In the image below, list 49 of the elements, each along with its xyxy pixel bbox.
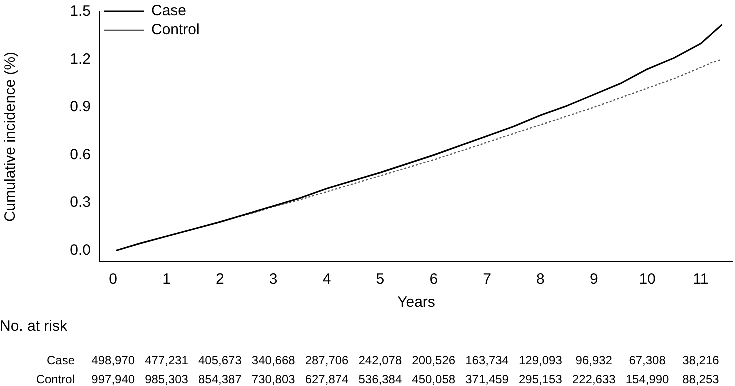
y-tick-label: 0.3 bbox=[70, 194, 91, 212]
text: 96,932 bbox=[576, 353, 613, 368]
x-tick-label: 4 bbox=[322, 271, 332, 288]
x-tick-label: 6 bbox=[430, 271, 438, 288]
x-tick-label: 8 bbox=[536, 271, 545, 288]
text: 129,093 bbox=[519, 353, 563, 368]
text: 295,153 bbox=[519, 372, 563, 386]
text: Control bbox=[36, 372, 75, 386]
x-tick-label: 2 bbox=[216, 271, 224, 288]
text: No. at risk bbox=[0, 318, 68, 336]
text: 498,970 bbox=[92, 353, 136, 368]
y-tick-label: 0.6 bbox=[70, 146, 91, 164]
text: 371,459 bbox=[466, 372, 510, 386]
text: 450,058 bbox=[412, 372, 456, 386]
text: 536,384 bbox=[358, 372, 402, 386]
text: 67,308 bbox=[629, 353, 666, 368]
x-tick-label: 3 bbox=[269, 271, 278, 288]
text: 730,803 bbox=[252, 372, 296, 386]
x-tick-label: 5 bbox=[376, 271, 385, 288]
x-tick-label: 1 bbox=[162, 271, 171, 288]
x-tick-label: 7 bbox=[483, 271, 492, 288]
text: 997,940 bbox=[92, 372, 136, 386]
text: 38,216 bbox=[682, 353, 720, 368]
y-tick-label: 1.2 bbox=[70, 50, 91, 68]
y-tick-label: 1.5 bbox=[70, 3, 91, 20]
text: 222,633 bbox=[572, 372, 616, 386]
x-tick-label: 10 bbox=[639, 271, 656, 288]
y-axis-title: Cumulative incidence (%) bbox=[2, 52, 20, 222]
y-tick-label: 0.9 bbox=[70, 98, 91, 116]
text: Case bbox=[46, 353, 76, 368]
text: 88,253 bbox=[682, 372, 720, 386]
text: 985,303 bbox=[145, 372, 189, 386]
text: 242,078 bbox=[358, 353, 402, 368]
text: 405,673 bbox=[198, 353, 242, 368]
x-axis-title: Years bbox=[398, 294, 436, 312]
text: 627,874 bbox=[305, 372, 350, 386]
legend-label: Control bbox=[152, 22, 200, 39]
x-tick-label: 11 bbox=[693, 271, 709, 288]
text: 340,668 bbox=[252, 353, 296, 368]
text: 854,387 bbox=[198, 372, 242, 386]
text: 287,706 bbox=[305, 353, 350, 368]
legend-label: Case bbox=[152, 2, 187, 20]
x-tick-label: 9 bbox=[590, 271, 598, 288]
text: 477,231 bbox=[145, 353, 189, 368]
y-tick-label: 0.0 bbox=[70, 242, 91, 259]
text: 163,734 bbox=[466, 353, 510, 368]
x-tick-label: 0 bbox=[109, 271, 118, 288]
text: 154,990 bbox=[626, 372, 670, 386]
text: 200,526 bbox=[412, 353, 456, 368]
